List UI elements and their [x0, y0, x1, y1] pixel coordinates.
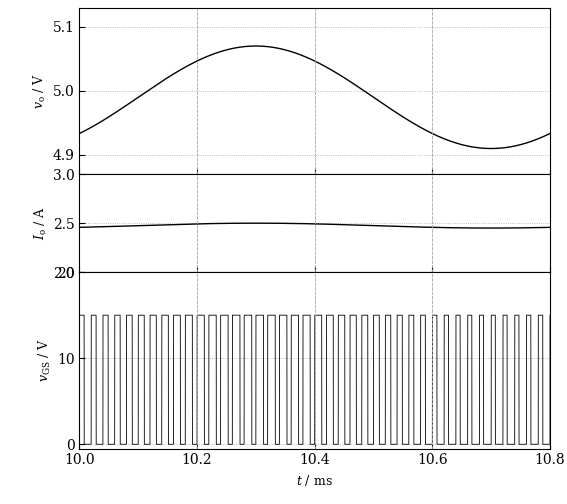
Y-axis label: $v_{\mathrm{o}}$ / V: $v_{\mathrm{o}}$ / V	[32, 73, 48, 109]
Y-axis label: $v_{\mathrm{GS}}$ / V: $v_{\mathrm{GS}}$ / V	[37, 339, 53, 382]
Y-axis label: $I_{\mathrm{o}}$ / A: $I_{\mathrm{o}}$ / A	[32, 206, 49, 240]
X-axis label: $t$ / ms: $t$ / ms	[297, 473, 333, 488]
